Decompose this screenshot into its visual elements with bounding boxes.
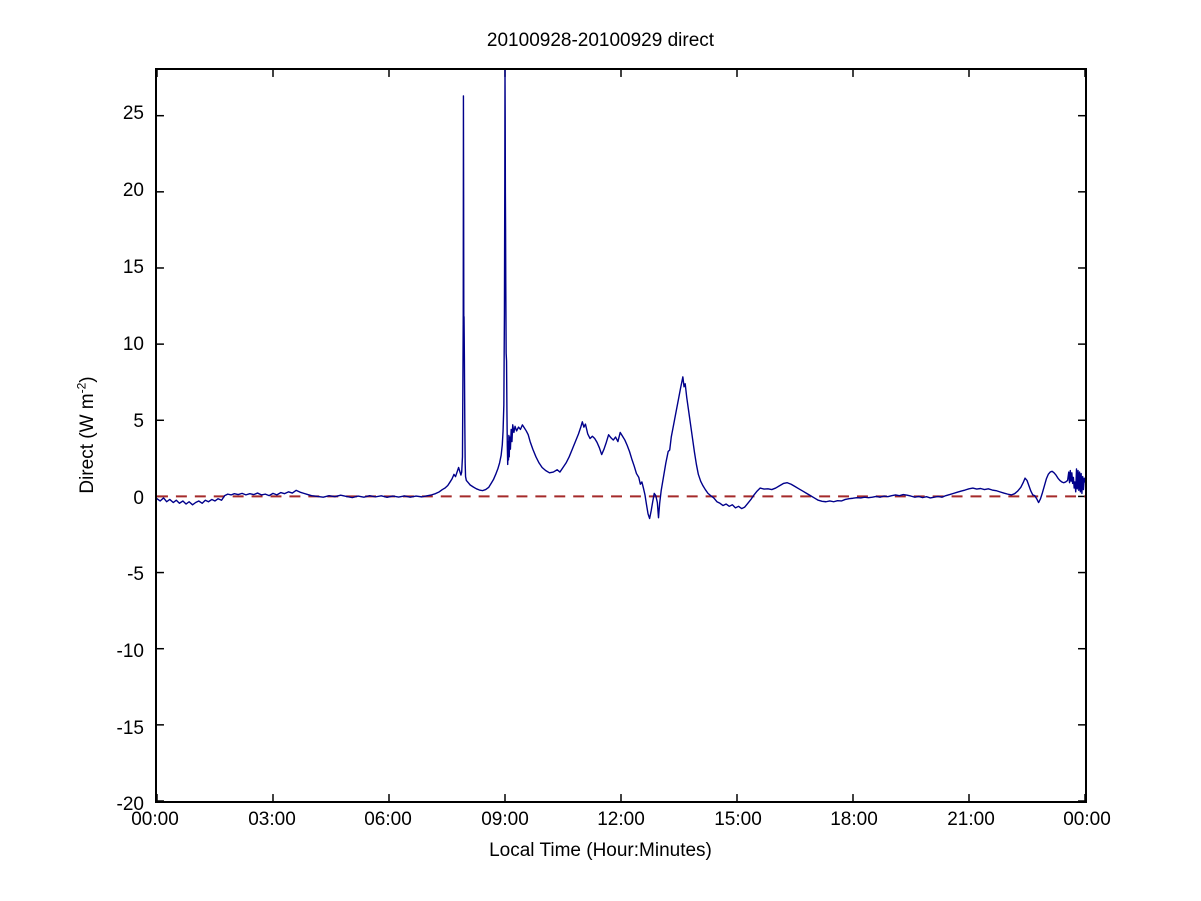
axis-tick-marks xyxy=(157,70,1085,801)
direct-series-line xyxy=(157,70,1085,520)
x-tick-label: 18:00 xyxy=(830,809,878,830)
y-axis-tick-labels: 25 20 15 10 5 0 -5 -10 -15 -20 xyxy=(60,0,144,901)
y-axis-label-container: Direct (W m-2) xyxy=(75,85,105,785)
x-tick-label: 06:00 xyxy=(364,809,412,830)
y-axis-label-prefix: Direct (W m xyxy=(77,393,99,494)
x-tick-label: 09:00 xyxy=(481,809,529,830)
x-tick-label: 00:00 xyxy=(131,809,179,830)
y-tick-label: -10 xyxy=(116,641,144,662)
x-axis-tick-labels: 00:00 03:00 06:00 09:00 12:00 15:00 18:0… xyxy=(0,810,1201,840)
chart-title: 20100928-20100929 direct xyxy=(486,30,715,51)
plot-svg xyxy=(157,70,1085,801)
y-tick-label: 15 xyxy=(122,257,144,278)
x-tick-label: 21:00 xyxy=(947,809,995,830)
y-tick-label: -15 xyxy=(116,718,144,739)
x-tick-label: 15:00 xyxy=(714,809,762,830)
y-tick-label: 25 xyxy=(122,103,144,124)
x-tick-label: 03:00 xyxy=(248,809,296,830)
x-tick-label: 12:00 xyxy=(597,809,645,830)
x-axis-label: Local Time (Hour:Minutes) xyxy=(489,840,712,861)
x-tick-label: 00:00 xyxy=(1063,809,1111,830)
y-axis-label-suffix: ) xyxy=(77,376,99,383)
y-tick-label: 10 xyxy=(122,334,144,355)
y-tick-label: 0 xyxy=(133,488,144,509)
y-tick-label: 20 xyxy=(122,180,144,201)
y-tick-label: -20 xyxy=(116,794,144,815)
y-tick-label: -5 xyxy=(127,564,144,585)
y-axis-label: Direct (W m-2) xyxy=(75,376,99,494)
plot-area xyxy=(155,68,1087,803)
y-axis-label-exponent: -2 xyxy=(75,382,89,394)
y-tick-label: 5 xyxy=(133,411,144,432)
